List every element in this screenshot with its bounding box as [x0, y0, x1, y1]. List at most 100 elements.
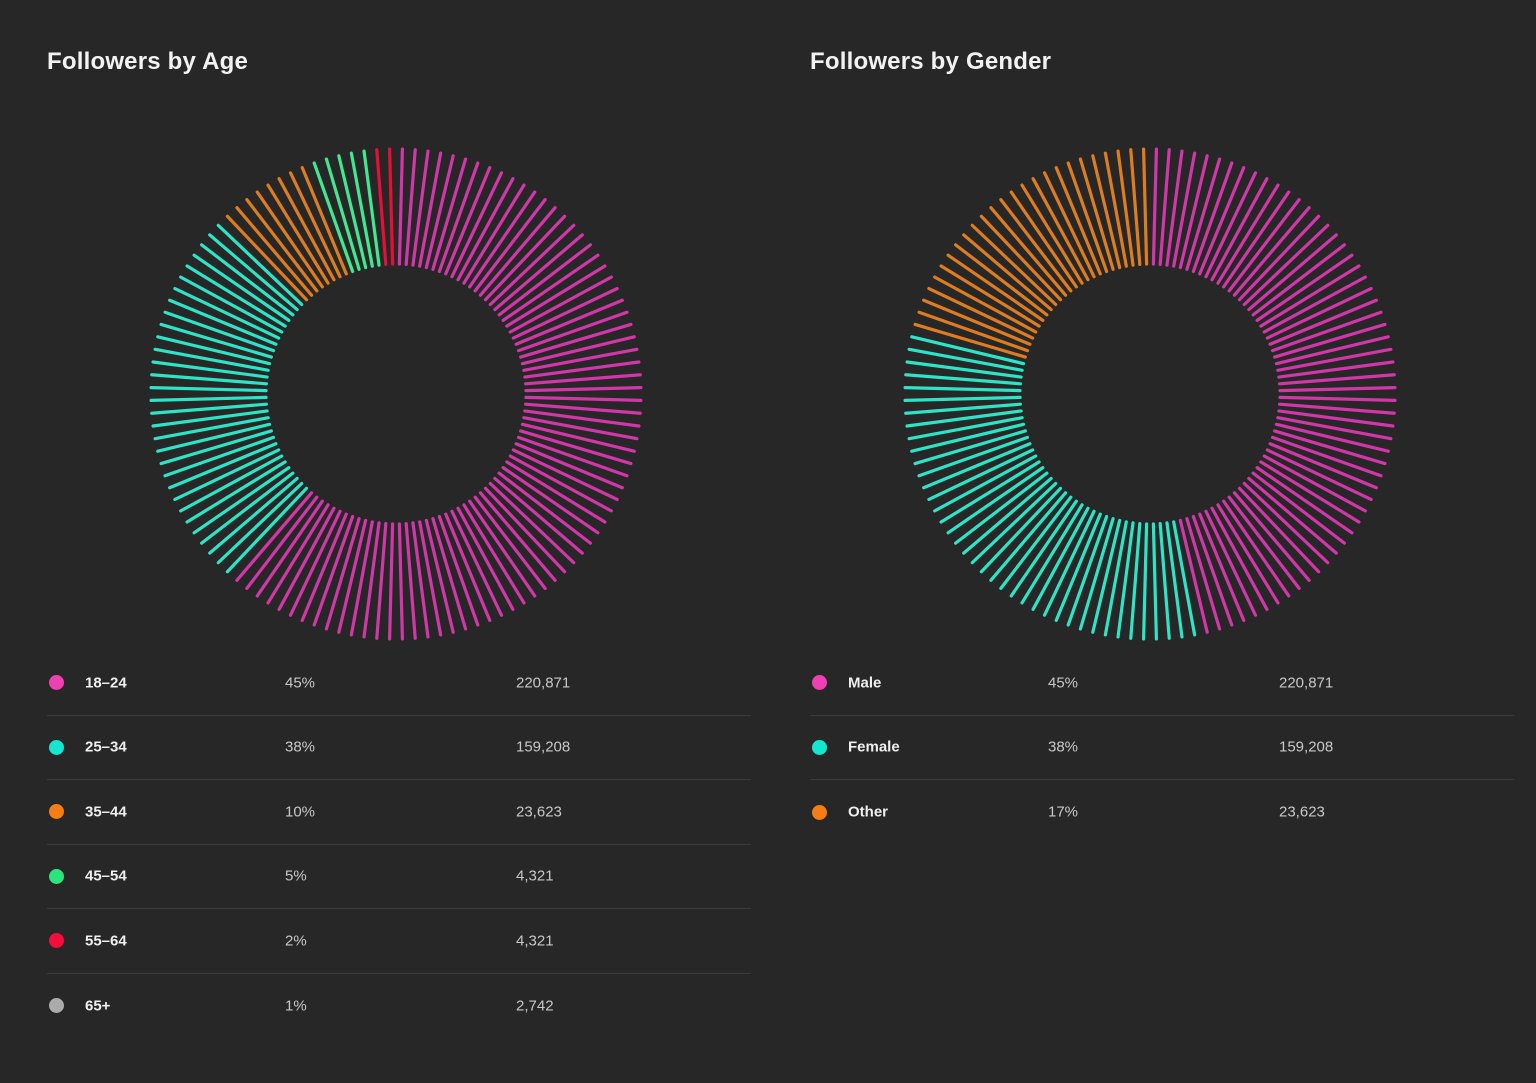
donut-segment-0[interactable] — [1151, 147, 1397, 634]
donut-segment-0[interactable] — [235, 147, 643, 641]
donut-spoke — [1172, 520, 1197, 637]
donut-spoke — [1078, 157, 1115, 271]
age-legend-table: 18–24 45% 220,871 25–34 38% 159,208 35–4… — [47, 651, 751, 1038]
donut-spoke — [362, 149, 381, 267]
donut-spoke — [159, 429, 273, 466]
donut-segment-1[interactable] — [149, 223, 309, 574]
donut-spoke — [1265, 448, 1373, 502]
donut-spoke — [1103, 151, 1128, 268]
donut-spoke — [1278, 373, 1396, 386]
donut-spoke — [1091, 518, 1122, 634]
donut-spoke — [1262, 275, 1367, 334]
legend-percentage: 5% — [285, 867, 307, 885]
donut-spoke — [488, 223, 576, 307]
donut-segment-2[interactable] — [913, 147, 1149, 359]
donut-spoke — [1222, 190, 1291, 289]
donut-spoke — [505, 460, 607, 524]
donut-spoke — [910, 422, 1026, 453]
donut-spoke — [153, 347, 270, 372]
donut-spoke — [225, 214, 309, 302]
donut-spoke — [1227, 198, 1301, 293]
donut-spoke — [524, 385, 643, 393]
legend-row: Other 17% 23,623 — [810, 780, 1514, 845]
donut-spoke — [501, 466, 600, 535]
donut-spoke — [989, 491, 1068, 582]
legend-color-dot — [49, 804, 64, 820]
donut-spoke — [1054, 166, 1102, 276]
donut-spoke — [300, 166, 348, 276]
donut-spoke — [159, 322, 273, 359]
donut-spoke — [179, 454, 284, 513]
donut-spoke — [1274, 422, 1390, 453]
donut-spoke — [1259, 460, 1361, 524]
legend-color-dot — [49, 868, 64, 884]
donut-spoke — [962, 476, 1053, 555]
donut-spoke — [312, 161, 355, 274]
donut-spoke — [1198, 166, 1246, 276]
donut-spoke — [1255, 466, 1354, 535]
donut-spoke — [1066, 514, 1109, 627]
donut-spoke — [1255, 253, 1354, 322]
donut-spoke — [1165, 149, 1184, 267]
donut-spoke — [255, 499, 324, 598]
donut-spoke — [927, 448, 1035, 502]
donut-spoke — [1237, 486, 1321, 574]
donut-spoke — [192, 253, 291, 322]
legend-label: 18–24 — [85, 674, 127, 692]
legend-row: Male 45% 220,871 — [810, 651, 1514, 716]
donut-spoke — [1268, 298, 1378, 346]
donut-spoke — [163, 435, 276, 478]
donut-spoke — [185, 460, 287, 524]
donut-spoke — [1031, 177, 1090, 282]
donut-spoke — [913, 322, 1027, 359]
donut-spoke — [418, 520, 443, 637]
donut-spoke — [493, 476, 584, 555]
donut-spoke — [979, 214, 1063, 302]
donut-segment-3[interactable] — [312, 149, 381, 274]
donut-spoke — [437, 161, 480, 274]
donut-spoke — [245, 495, 319, 590]
donut-spoke — [1242, 223, 1330, 307]
donut-spoke — [1054, 512, 1102, 622]
donut-spoke — [511, 448, 619, 502]
legend-color-dot — [49, 739, 64, 755]
donut-spoke — [1262, 454, 1367, 513]
donut-spoke — [349, 151, 374, 268]
donut-spoke — [970, 481, 1058, 565]
donut-spoke — [1009, 190, 1078, 289]
donut-spoke — [954, 243, 1049, 317]
donut-spoke — [468, 499, 537, 598]
legend-label: 45–54 — [85, 867, 127, 885]
donut-spoke — [404, 522, 417, 640]
donut-spoke — [150, 402, 269, 415]
donut-spoke — [989, 206, 1068, 297]
donut-segment-2[interactable] — [225, 166, 348, 302]
donut-spoke — [444, 166, 492, 276]
donut-spoke — [1141, 147, 1149, 266]
legend-label: 55–64 — [85, 932, 127, 950]
donut-segment-4[interactable] — [375, 147, 395, 267]
donut-spoke — [424, 518, 455, 634]
donut-spoke — [1129, 148, 1142, 267]
donut-spoke — [907, 347, 1024, 372]
donut-spoke — [497, 243, 592, 317]
legend-count: 4,321 — [516, 932, 554, 950]
donut-spoke — [962, 233, 1053, 312]
age-chart-title: Followers by Age — [47, 48, 249, 75]
donut-spoke — [1276, 347, 1393, 372]
legend-label: 35–44 — [85, 803, 127, 821]
legend-color-dot — [49, 998, 64, 1014]
donut-spoke — [168, 298, 278, 346]
donut-spoke — [1031, 506, 1090, 611]
legend-percentage: 45% — [285, 674, 316, 692]
donut-spoke — [1009, 499, 1078, 598]
donut-spoke — [362, 521, 381, 639]
donut-spoke — [1165, 521, 1184, 639]
donut-spoke — [1020, 503, 1084, 605]
donut-spoke — [511, 286, 619, 340]
donut-segment-1[interactable] — [903, 335, 1197, 641]
donut-spoke — [1273, 322, 1387, 359]
donut-spoke — [1191, 514, 1234, 627]
donut-spoke — [488, 481, 576, 565]
